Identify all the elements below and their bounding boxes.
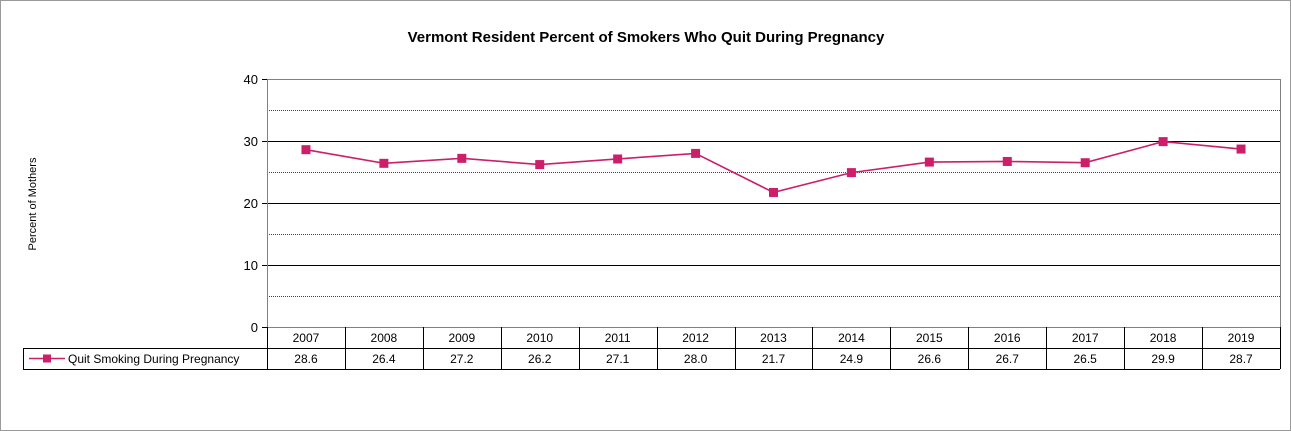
y-tick-label: 0 — [251, 320, 258, 335]
data-point-marker — [613, 154, 623, 164]
data-point-marker — [379, 158, 389, 168]
series-quit-smoking — [301, 137, 1246, 197]
data-point-marker — [1158, 137, 1168, 147]
table-value-cell: 26.7 — [996, 352, 1020, 366]
data-point-marker — [535, 160, 545, 170]
table-value-cell: 28.0 — [684, 352, 708, 366]
data-point-marker — [846, 168, 856, 178]
x-category-label: 2014 — [838, 331, 865, 345]
y-tick-label: 20 — [244, 196, 258, 211]
legend-marker — [43, 354, 51, 363]
table-value-cell: 21.7 — [762, 352, 786, 366]
grid-lines — [267, 79, 1281, 328]
y-tick-label: 40 — [244, 72, 258, 87]
table-value-cell: 27.1 — [606, 352, 630, 366]
x-category-label: 2010 — [526, 331, 553, 345]
x-category-label: 2015 — [916, 331, 943, 345]
table-value-cell: 28.6 — [294, 352, 318, 366]
legend-series-name: Quit Smoking During Pregnancy — [68, 352, 239, 366]
y-tick-label: 10 — [244, 258, 258, 273]
table-value-cell: 28.7 — [1229, 352, 1253, 366]
series-line — [305, 140, 1242, 194]
x-category-label: 2012 — [682, 331, 709, 345]
table-value-cell: 27.2 — [450, 352, 474, 366]
x-category-label: 2019 — [1228, 331, 1255, 345]
plot-area-border — [267, 79, 1281, 328]
x-category-label: 2008 — [371, 331, 398, 345]
data-table: 2007 2008 2009 2010 2011 2012 2013 2014 2015 2016… — [23, 327, 1281, 370]
data-point-marker — [924, 157, 934, 167]
table-value-cell: 26.4 — [372, 352, 396, 366]
table-value-cell: 26.6 — [918, 352, 942, 366]
chart-title: Vermont Resident Percent of Smokers Who … — [408, 29, 885, 46]
x-category-label: 2009 — [448, 331, 475, 345]
data-point-marker — [457, 153, 467, 163]
table-value-cell: 26.2 — [528, 352, 552, 366]
data-point-marker — [301, 145, 311, 155]
x-category-label: 2018 — [1150, 331, 1177, 345]
y-axis-label: Percent of Mothers — [27, 157, 39, 250]
table-value-cell: 26.5 — [1074, 352, 1098, 366]
x-category-label: 2016 — [994, 331, 1021, 345]
data-point-marker — [1236, 144, 1246, 154]
data-point-marker — [691, 148, 701, 158]
x-category-label: 2013 — [760, 331, 787, 345]
y-tick-label: 30 — [244, 134, 258, 149]
data-point-marker — [769, 187, 778, 197]
data-point-marker — [1002, 156, 1012, 166]
x-category-label: 2007 — [293, 331, 320, 345]
table-value-cell: 24.9 — [840, 352, 864, 366]
x-category-label: 2017 — [1072, 331, 1099, 345]
x-category-label: 2011 — [605, 331, 631, 345]
y-axis-ticks: 0 10 20 30 40 — [244, 72, 267, 335]
table-value-cell: 29.9 — [1151, 352, 1175, 366]
data-point-marker — [1080, 158, 1090, 168]
